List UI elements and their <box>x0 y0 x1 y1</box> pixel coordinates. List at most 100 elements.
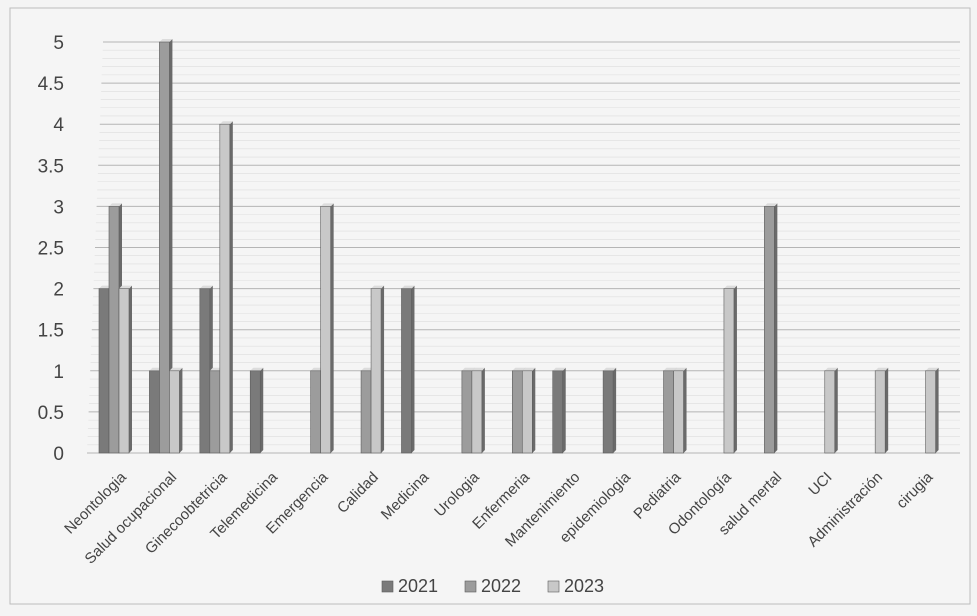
bar-top <box>471 367 485 371</box>
bar-side <box>169 39 173 453</box>
bar-top <box>461 367 475 371</box>
bar-top <box>522 367 536 371</box>
bar <box>401 285 415 454</box>
bar-face <box>310 370 321 454</box>
bar-top <box>673 367 687 371</box>
legend-label: 2022 <box>481 576 521 596</box>
bar <box>673 367 687 454</box>
bar-face <box>159 41 170 454</box>
bar <box>169 367 183 454</box>
legend-label: 2023 <box>564 576 604 596</box>
bar-top <box>663 367 677 371</box>
bar <box>874 367 889 454</box>
legend-swatch <box>381 580 394 593</box>
bar-face <box>98 288 110 454</box>
bar-top <box>875 367 889 371</box>
bar <box>521 367 536 454</box>
y-tick-label: 1 <box>53 362 64 383</box>
bar <box>320 203 334 454</box>
bar-top <box>320 203 334 207</box>
y-tick-label: 2 <box>53 280 64 301</box>
y-tick-label: 3.5 <box>38 156 64 177</box>
bar-top <box>119 285 132 289</box>
bar-top <box>723 285 737 289</box>
bar-top <box>401 285 415 289</box>
bar-side <box>129 285 132 453</box>
bar-face <box>824 370 836 454</box>
bar-face <box>471 370 483 454</box>
legend-swatch <box>464 580 477 593</box>
bar-top <box>925 367 939 371</box>
bar-face <box>149 370 160 454</box>
bar <box>764 203 778 454</box>
y-tick-label: 4 <box>53 115 64 136</box>
bar-top <box>824 367 838 371</box>
bar-side <box>330 203 334 453</box>
bar-face <box>370 288 382 454</box>
bar <box>552 367 566 454</box>
bar-top <box>169 367 183 371</box>
bar <box>824 367 838 454</box>
bar <box>925 367 939 454</box>
y-tick-label: 0.5 <box>38 403 64 424</box>
legend-item: 2023 <box>547 576 604 596</box>
bar-side <box>683 367 687 453</box>
bar-face <box>169 370 180 454</box>
bar-face <box>723 288 735 454</box>
bar-top <box>552 367 566 371</box>
bar-side <box>562 367 566 453</box>
bar-face <box>511 370 523 454</box>
bar <box>723 285 737 454</box>
bar-side <box>935 367 939 453</box>
bar-top <box>603 367 617 371</box>
bar-top <box>764 203 778 207</box>
bar-side <box>481 367 485 453</box>
bar-face <box>360 370 372 454</box>
bar-face <box>249 370 261 454</box>
legend-item: 2022 <box>464 576 521 596</box>
bar-face <box>552 370 564 454</box>
bar <box>249 367 264 454</box>
bar-top <box>159 39 173 42</box>
bar-side <box>733 285 737 453</box>
bar <box>219 121 233 454</box>
y-tick-label: 1.5 <box>38 321 64 342</box>
bar-face <box>108 206 120 454</box>
bar-side <box>260 367 264 453</box>
bar-side <box>774 203 778 453</box>
bar-top <box>199 285 213 289</box>
bar-face <box>199 288 211 454</box>
bar-top <box>512 367 526 371</box>
bar-face <box>521 370 533 454</box>
y-axis: 0 0.5 1 1.5 2 2.5 3 3.5 4 4.5 5 <box>38 33 65 465</box>
bar-side <box>179 367 183 453</box>
bar-top <box>219 121 233 125</box>
bar-top <box>250 367 264 371</box>
bar <box>471 367 485 454</box>
bar-top <box>109 203 122 207</box>
bar <box>159 39 173 454</box>
y-tick-label: 4.5 <box>38 74 64 95</box>
bar-side <box>381 285 385 453</box>
y-tick-label: 2.5 <box>38 239 64 260</box>
bar-side <box>411 285 415 453</box>
bar-face <box>118 288 130 454</box>
bars <box>98 39 939 454</box>
bar-face <box>461 370 473 454</box>
bar-face <box>874 370 886 454</box>
y-tick-label: 5 <box>53 33 64 54</box>
bar-side <box>613 367 617 453</box>
bar-face <box>401 288 412 454</box>
legend-label: 2021 <box>398 576 438 596</box>
bar <box>370 285 385 454</box>
bar-side <box>834 367 838 453</box>
bar-face <box>602 370 614 454</box>
bar-side <box>532 367 536 453</box>
bar <box>118 285 132 454</box>
bar-face <box>219 123 231 454</box>
legend: 2021 2022 2023 <box>381 576 604 596</box>
y-tick-label: 0 <box>53 444 64 465</box>
bar-face <box>320 206 331 454</box>
bar-side <box>885 367 889 453</box>
